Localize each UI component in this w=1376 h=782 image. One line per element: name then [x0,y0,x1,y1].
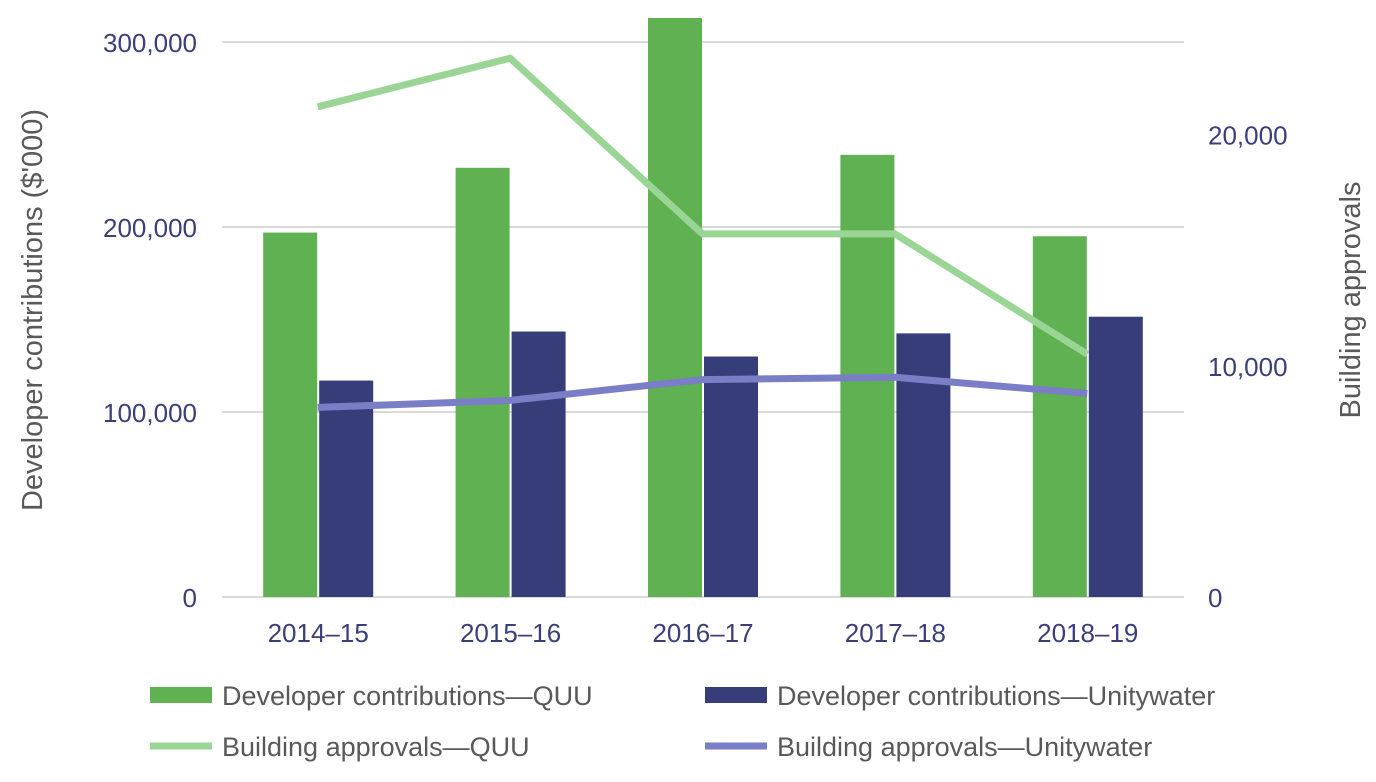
series-lines [316,54,1090,411]
y-axis-title: Developer contributions ($'000) [17,109,49,511]
x-axis-ticks: 2014–15 2015–16 2016–17 2017–18 2018–19 [268,618,1139,648]
left-tick-label-2: 200,000 [103,213,197,243]
y2-axis-title: Building approvals [1335,182,1367,419]
x-tick-label-3: 2017–18 [845,618,946,648]
x-tick-label-1: 2015–16 [460,618,561,648]
bar-quu-4 [1032,236,1087,597]
left-tick-label-0: 0 [183,583,197,613]
line-building-approvals-quu [316,54,1090,358]
bar-unitywater-2 [704,356,758,597]
legend-label-1: Developer contributions—Unitywater [777,681,1215,711]
bar-quu-2 [648,17,702,597]
x-tick-label-0: 2014–15 [268,618,369,648]
bar-quu-0 [263,232,318,598]
legend-swatch-0 [150,687,212,703]
bar-unitywater-3 [896,333,951,597]
legend: Developer contributions—QUU Developer con… [150,681,1215,762]
line-building-approvals-unitywater [317,373,1088,411]
left-axis-ticks: 0 100,000 200,000 300,000 [103,28,197,613]
x-tick-label-2: 2016–17 [652,618,753,648]
bar-unitywater-1 [511,331,566,597]
bar-unitywater-4 [1088,316,1143,597]
left-tick-label-1: 100,000 [103,398,197,428]
right-tick-label-1: 10,000 [1208,352,1288,382]
legend-swatch-1 [705,687,767,703]
right-tick-label-2: 20,000 [1208,121,1288,151]
left-tick-label-3: 300,000 [103,28,197,58]
right-tick-label-0: 0 [1208,583,1222,613]
right-axis-ticks: 0 10,000 20,000 [1208,121,1288,614]
bar-unitywater-0 [319,380,374,597]
bar-quu-1 [455,167,510,598]
legend-label-0: Developer contributions—QUU [222,681,593,711]
x-tick-label-4: 2018–19 [1037,618,1138,648]
legend-label-3: Building approvals—Unitywater [777,732,1152,762]
gridlines [222,41,1184,598]
legend-label-2: Building approvals—QUU [222,732,530,762]
